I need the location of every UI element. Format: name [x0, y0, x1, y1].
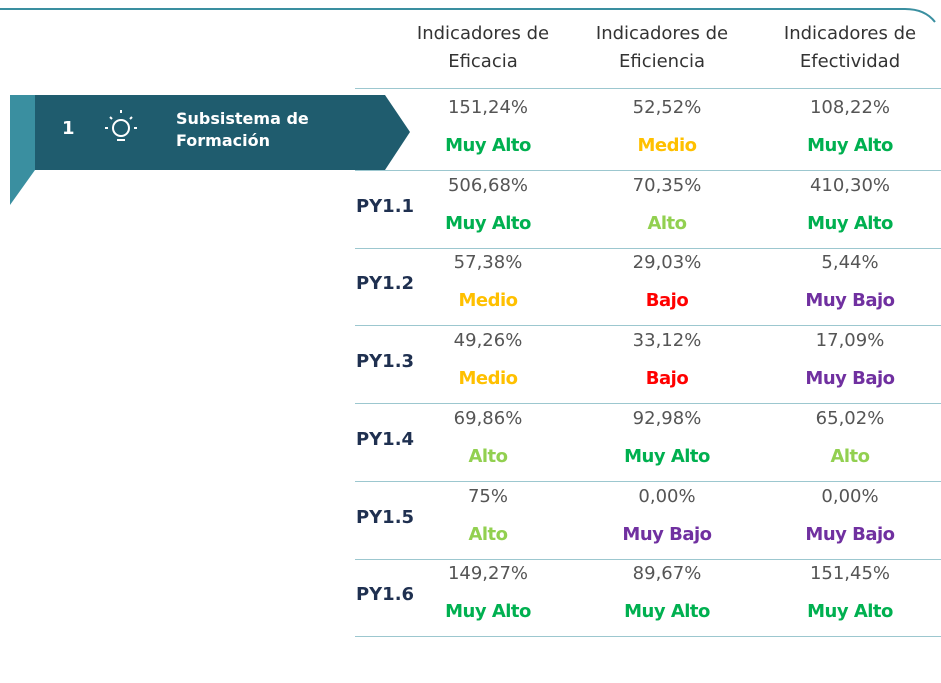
row-rule — [355, 636, 941, 638]
top-line — [0, 8, 936, 23]
cell-value: 49,26% — [453, 330, 523, 352]
banner-label: Subsistema de Formación — [176, 109, 309, 150]
banner — [35, 95, 410, 170]
cell-level: Muy Alto — [807, 601, 893, 623]
bulb-icon — [105, 110, 137, 141]
row-label: PY1.2 — [355, 273, 415, 295]
column-header: Indicadores de Eficacia — [416, 23, 550, 72]
cell-level: Muy Alto — [807, 212, 893, 234]
cell-level: Muy Alto — [445, 212, 531, 234]
cell-value: 151,45% — [809, 563, 891, 585]
cell-level: Muy Bajo — [622, 523, 712, 545]
cell-level: Muy Bajo — [805, 523, 895, 545]
cell-value: 33,12% — [632, 330, 702, 352]
cell-level: Muy Alto — [624, 445, 710, 467]
cell-value: 151,24% — [447, 97, 529, 118]
header-rule — [355, 88, 941, 89]
row-rule — [355, 325, 941, 327]
cell-value: 92,98% — [632, 407, 702, 429]
cell-value: 75% — [467, 485, 508, 507]
cell-value: 506,68% — [447, 174, 529, 196]
cell-value: 29,03% — [632, 252, 702, 274]
cell-level: Medio — [458, 368, 518, 390]
cell-level: Muy Bajo — [805, 290, 895, 312]
cell-level: Muy Alto — [624, 601, 710, 623]
banner-number: 1 — [62, 118, 75, 139]
cell-value: 410,30% — [809, 174, 891, 196]
row-label: PY1.6 — [355, 584, 415, 606]
banner-fold — [10, 95, 35, 205]
row-label: PY1.4 — [355, 428, 415, 450]
cell-level: Alto — [468, 445, 508, 467]
row-rule — [355, 480, 941, 482]
cell-value: 89,67% — [632, 563, 702, 585]
cell-level: Muy Bajo — [805, 368, 895, 390]
row-label: PY1.5 — [355, 506, 415, 528]
cell-value: 65,02% — [815, 407, 885, 429]
cell-value: 52,52% — [632, 97, 702, 118]
cell-level: Bajo — [645, 368, 689, 390]
row-rule — [355, 403, 941, 405]
cell-level: Muy Alto — [807, 135, 893, 156]
cell-value: 70,35% — [632, 174, 702, 196]
cell-level: Alto — [468, 523, 508, 545]
column-header: Indicadores de Efectividad — [783, 23, 917, 72]
cell-level: Medio — [458, 290, 518, 312]
row-rule — [355, 170, 941, 171]
cell-level: Medio — [637, 135, 697, 156]
cell-level: Bajo — [645, 290, 689, 312]
cell-value: 69,86% — [453, 407, 523, 429]
row-label: PY1.1 — [355, 195, 415, 217]
cell-value: 57,38% — [453, 252, 523, 274]
row-label: PY1.3 — [355, 351, 415, 373]
row-rule — [355, 247, 941, 249]
cell-value: 0,00% — [638, 485, 696, 507]
cell-level: Muy Alto — [445, 601, 531, 623]
cell-value: 108,22% — [809, 97, 891, 118]
cell-level: Alto — [647, 212, 687, 234]
row-rule — [355, 558, 941, 560]
cell-value: 0,00% — [821, 485, 879, 507]
column-header: Indicadores de Eficiencia — [595, 23, 729, 72]
cell-value: 5,44% — [821, 252, 879, 274]
cell-level: Alto — [830, 445, 870, 467]
cell-level: Muy Alto — [445, 135, 531, 156]
cell-value: 17,09% — [815, 330, 885, 352]
cell-value: 149,27% — [447, 563, 529, 585]
